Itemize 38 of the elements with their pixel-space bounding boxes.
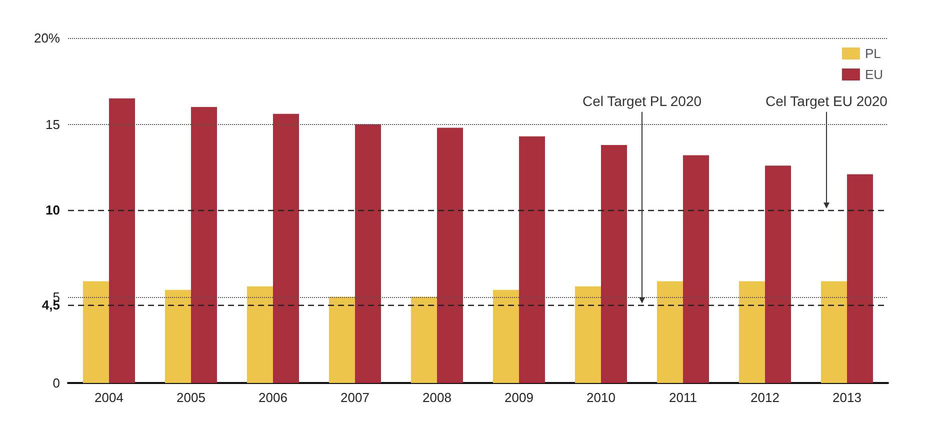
annotation: Cel Target PL 2020 bbox=[582, 92, 702, 109]
bar bbox=[575, 286, 601, 383]
bar bbox=[355, 124, 381, 383]
y-tick-label: 15 bbox=[46, 116, 60, 132]
bar bbox=[739, 281, 765, 383]
bar bbox=[601, 144, 627, 383]
bar bbox=[411, 296, 437, 383]
annotation: Cel Target EU 2020 bbox=[766, 92, 888, 109]
ref-line-label: 10 bbox=[46, 202, 60, 218]
bar bbox=[821, 281, 847, 383]
bar bbox=[247, 286, 273, 383]
legend-label: EU bbox=[864, 67, 884, 82]
x-tick-label: 2009 bbox=[504, 390, 534, 405]
x-tick-label: 2006 bbox=[258, 390, 288, 405]
x-tick-label: 2008 bbox=[422, 390, 452, 405]
bar bbox=[329, 296, 355, 383]
bar bbox=[437, 128, 463, 383]
legend-label: PL bbox=[864, 46, 881, 61]
x-tick-label: 2004 bbox=[94, 390, 124, 405]
bar bbox=[847, 174, 873, 383]
bar bbox=[109, 98, 135, 383]
bar bbox=[273, 114, 299, 383]
x-tick-label: 2012 bbox=[750, 390, 780, 405]
x-tick-label: 2010 bbox=[586, 390, 616, 405]
bar bbox=[657, 281, 683, 383]
y-tick-label: 0 bbox=[52, 376, 60, 390]
bar bbox=[191, 107, 217, 383]
x-tick-label: 2005 bbox=[176, 390, 206, 405]
bar bbox=[165, 290, 191, 383]
bar bbox=[83, 281, 109, 383]
x-tick-label: 2013 bbox=[832, 390, 862, 405]
bar bbox=[493, 290, 519, 383]
bar bbox=[765, 166, 791, 383]
bar bbox=[683, 155, 709, 383]
y-tick-label: 20% bbox=[34, 30, 60, 46]
x-tick-label: 2011 bbox=[669, 390, 697, 405]
x-tick-label: 2007 bbox=[340, 390, 370, 405]
bar bbox=[519, 136, 545, 383]
